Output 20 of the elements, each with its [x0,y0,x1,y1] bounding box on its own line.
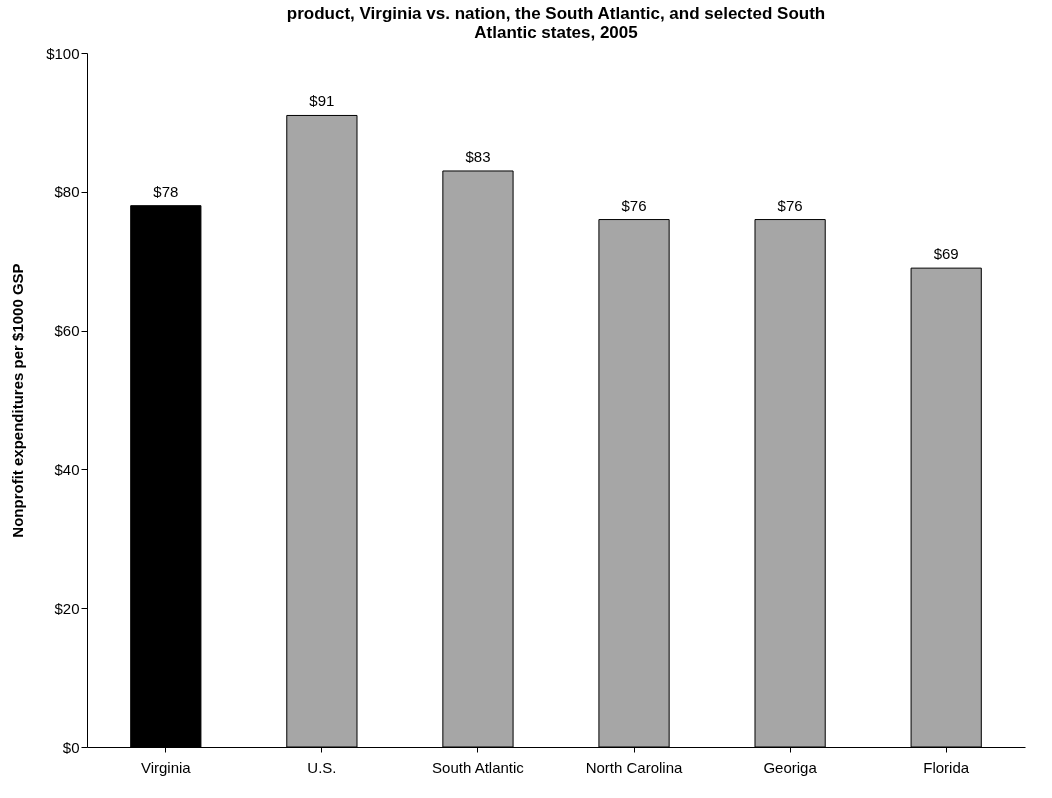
data-label: $76 [621,196,647,214]
x-tick-label: U.S. [307,758,337,776]
x-tick-label: Florida [923,758,970,776]
data-label: $76 [777,196,803,214]
data-label: $78 [153,182,179,200]
y-tick-label: $0 [62,738,80,756]
x-tick-label: North Carolina [585,758,684,776]
data-label: $91 [309,92,335,110]
y-tick-label: $100 [46,44,80,62]
x-tick-label: Georiga [763,758,818,776]
y-tick-label: $60 [54,322,80,340]
y-tick-label: $20 [54,599,80,617]
y-axis-title: Nonprofit expenditures per $1000 GSP [9,263,27,538]
data-label: $69 [933,245,959,263]
y-tick-label: $40 [54,460,80,478]
x-tick-label: South Atlantic [432,758,525,776]
x-tick-label: Virginia [140,758,192,776]
data-label: $83 [465,147,491,165]
y-tick-label: $80 [54,183,80,201]
chart-title: product, Virginia vs. nation, the South Atlantic, and selected South Atlantic states, 2005 [286,4,826,42]
